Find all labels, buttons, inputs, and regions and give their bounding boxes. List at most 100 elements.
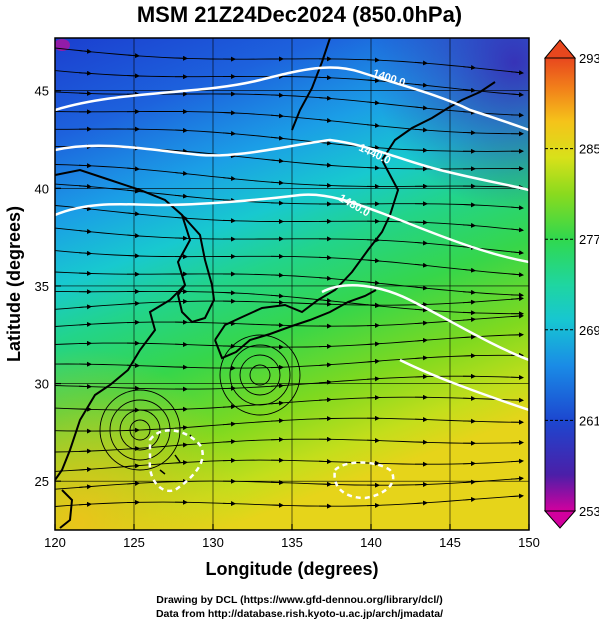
colorbar-tick-label: 269 [579,323,599,338]
streamline-arrow [414,320,428,326]
streamline-arrow [174,215,188,221]
streamline-arrow [414,355,428,361]
x-tick-label: 120 [44,535,66,550]
credit-drawing: Drawing by DCL (https://www.gfd-dennou.o… [156,594,443,606]
y-tick-label: 30 [35,377,49,392]
x-tick-label: 125 [123,535,145,550]
streamline-arrow [270,92,284,98]
streamline-arrow [462,267,476,273]
streamline-vortex [129,419,151,441]
wind-streamlines [55,47,524,509]
streamline-arrow [78,501,92,507]
streamline-arrow [414,60,428,66]
streamline-arrow [78,163,92,169]
streamline-arrow [366,258,380,264]
streamline-arrow [174,460,188,466]
streamline-arrow [174,127,188,133]
streamline-arrow [414,105,428,111]
streamline-arrow [414,285,428,291]
coastline-sakhalin-kuril [291,38,331,131]
x-axis: 120 125 130 135 140 145 150 [44,524,540,550]
contour-1520 [321,284,529,362]
x-tick-label: 130 [202,535,224,550]
streamline-arrow [366,123,380,128]
streamline-arrow [510,296,524,302]
colorbar-tick-label: 277 [579,232,599,247]
streamline-arrow [318,275,332,281]
streamline-arrow [318,379,332,385]
streamline-arrow [414,127,428,133]
streamline-arrow [366,376,380,382]
colorbar-tick-label: 253 [579,504,599,519]
contour-1520-b [399,358,529,412]
streamline-arrow [510,112,524,118]
streamline-arrow [126,300,140,306]
colorbar-top-arrow [543,39,577,59]
streamline-arrow [318,397,332,403]
streamline-arrow [318,140,332,146]
streamline-vortex [229,344,291,406]
y-axis: 25 30 35 40 45 [35,84,61,489]
x-tick-label: 135 [281,535,303,550]
streamline-arrow [510,92,524,98]
streamline-arrow [510,227,524,233]
y-tick-label: 35 [35,279,49,294]
map-title: MSM 21Z24Dec2024 (850.0hPa) [136,2,463,27]
streamline-arrow [78,484,92,490]
colorbar-tick-label: 261 [579,413,599,428]
coastline-taiwan [59,489,74,529]
streamline-arrow [414,82,428,88]
streamline-arrow [78,304,92,310]
x-tick-label: 150 [518,535,540,550]
y-tick-label: 45 [35,84,49,99]
colorbar-body [544,57,576,512]
streamline-arrow [462,222,476,228]
streamline-arrow [510,313,524,319]
contour-high-east [333,461,395,500]
streamline-arrow [78,228,92,234]
coastline-hokkaido [381,81,496,161]
streamline-arrow [462,289,476,295]
streamline-arrow [126,480,140,486]
streamline-vortex [119,409,161,451]
streamline-arrow [366,358,380,364]
y-axis-label: Latitude (degrees) [4,206,24,362]
x-tick-label: 145 [439,535,461,550]
streamline-arrow [462,299,476,305]
streamline-arrow [222,110,236,116]
contour-1400 [55,66,529,132]
colorbar-tick-label: 293 [579,51,599,66]
x-axis-label: Longitude (degrees) [205,559,378,579]
colorbar-ticks: 293 285 277 269 261 253 [545,51,599,519]
streamline-arrow [126,211,140,217]
streamline-arrow [318,162,332,168]
contour-1480 [55,193,529,264]
y-tick-label: 25 [35,474,49,489]
streamline-vortex [219,334,301,416]
streamline-arrow [270,135,284,141]
streamline-arrow [510,250,524,256]
streamline-arrow [366,78,380,84]
streamline-arrow [510,272,524,278]
streamline-arrow [270,293,284,299]
streamline-arrow [222,439,236,445]
streamline-arrow [174,425,188,431]
streamline-arrow [270,400,284,406]
streamline-arrow [462,87,476,93]
streamline-vortex [249,364,271,386]
streamline-arrow [222,175,236,181]
colorbar: 293 285 277 269 261 253 [543,39,599,529]
x-tick-label: 140 [360,535,382,550]
streamline-arrow [414,307,428,313]
streamline-arrow [222,404,236,410]
y-tick-label: 40 [35,181,49,196]
streamline-arrow [414,240,428,246]
streamline-arrow [510,476,524,482]
streamline-arrow [462,479,476,485]
streamline-arrow [510,493,524,499]
streamline-arrow [270,158,284,164]
colorbar-tick-label: 285 [579,142,599,157]
streamline-arrow [462,64,476,70]
streamline-arrow [126,166,140,172]
